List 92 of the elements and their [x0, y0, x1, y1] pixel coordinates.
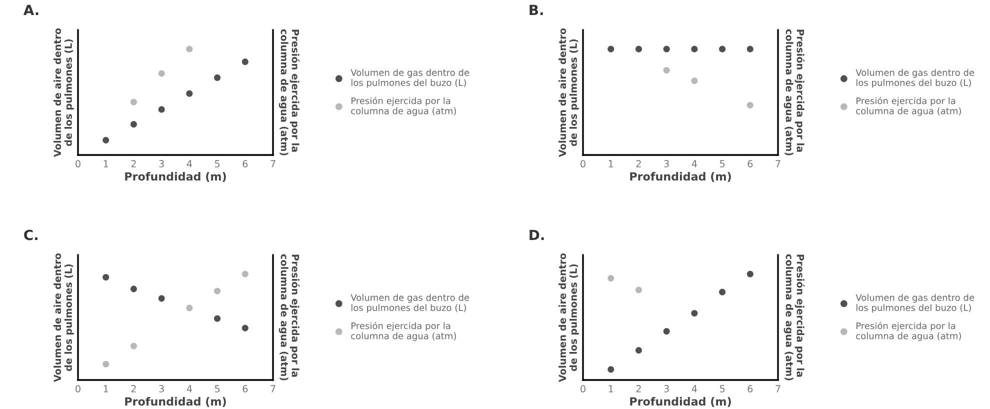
point	[691, 46, 698, 52]
point	[663, 328, 670, 335]
x-tick-label: 3	[159, 385, 164, 392]
point	[214, 315, 221, 322]
point	[608, 275, 614, 282]
legend-label: Presión ejercida por la columna de agua (atm)	[856, 96, 961, 116]
point	[746, 46, 754, 52]
point	[242, 58, 248, 66]
point	[242, 324, 248, 332]
point	[214, 288, 221, 294]
x-tick-label: 2	[131, 160, 136, 168]
x-tick-label: 3	[664, 160, 669, 168]
point	[635, 46, 642, 52]
y-axis-title: Volumen de aire dentro de los pulmones (L)	[54, 28, 74, 158]
point	[746, 102, 754, 109]
legend-label: Presión ejercida por la columna de agua (atm)	[351, 96, 456, 116]
point	[718, 46, 726, 52]
y-axis-title: Volumen de aire dentro de los pulmones (L)	[54, 253, 74, 382]
x-tick-label: 5	[214, 385, 220, 392]
point	[158, 106, 165, 113]
point	[130, 286, 138, 292]
chart-title: B.	[530, 4, 543, 15]
legend-label: Presión ejercida por la columna de agua (atm)	[856, 322, 961, 342]
point	[102, 360, 110, 368]
point	[214, 74, 221, 81]
x-tick-label: 4	[186, 160, 192, 168]
x-tick-label: 0	[580, 385, 586, 392]
x-tick-label: 7	[776, 385, 780, 392]
x-tick-label: 1	[104, 385, 108, 392]
x-tick-label: 0	[76, 160, 80, 168]
point	[158, 70, 165, 77]
x-tick-label: 2	[636, 385, 641, 392]
point	[130, 98, 138, 106]
x-tick-label: 4	[186, 385, 192, 392]
legend-label: Volumen de gas dentro de los pulmones del buzo (L)	[350, 68, 470, 88]
legend-label: Presión ejercida por la columna de agua (atm)	[351, 322, 456, 342]
x-axis-title: Profundidad (m)	[125, 172, 226, 182]
point	[608, 46, 614, 52]
x-tick-label: 0	[580, 160, 586, 168]
point	[242, 270, 248, 278]
point	[158, 295, 165, 302]
point	[102, 274, 110, 281]
x-axis-title: Profundidad (m)	[630, 172, 731, 182]
chart-title: D.	[530, 230, 544, 240]
x-tick-label: 2	[131, 385, 136, 392]
legend-label: Volumen de gas dentro de los pulmones del buzo (L)	[856, 68, 974, 88]
y2-axis-title: Presión ejercida por la columna de agua (atm)	[278, 29, 300, 156]
point	[663, 66, 670, 74]
x-axis-title: Profundidad (m)	[630, 397, 731, 407]
chart-title: C.	[24, 230, 38, 240]
x-axis-title: Profundidad (m)	[125, 397, 226, 407]
x-tick-label: 1	[608, 385, 614, 392]
x-tick-label: 0	[76, 385, 80, 392]
x-tick-label: 4	[692, 160, 697, 168]
point	[102, 136, 110, 144]
point	[130, 120, 138, 128]
point	[186, 304, 193, 312]
point	[635, 347, 642, 354]
x-tick-label: 7	[270, 385, 276, 392]
y-axis-title: Volumen de aire dentro de los pulmones (L)	[558, 28, 579, 158]
y2-axis-title: Presión ejercida por la columna de agua (atm)	[784, 254, 805, 380]
x-tick-label: 6	[242, 160, 248, 168]
y2-axis-title: Presión ejercida por la columna de agua (atm)	[278, 254, 300, 380]
y2-axis-title: Presión ejercida por la columna de agua (atm)	[784, 29, 805, 156]
legend-label: Volumen de gas dentro de los pulmones del buzo (L)	[350, 294, 470, 313]
x-tick-label: 5	[720, 385, 725, 392]
x-tick-label: 1	[608, 160, 614, 168]
point	[718, 288, 726, 296]
x-tick-label: 7	[270, 160, 276, 168]
point	[691, 78, 698, 84]
chart-title: A.	[23, 4, 38, 15]
x-tick-label: 1	[104, 160, 108, 168]
point	[746, 270, 754, 278]
point	[608, 366, 614, 373]
x-tick-label: 6	[748, 160, 753, 168]
y-axis-title: Volumen de aire dentro de los pulmones (L)	[558, 253, 579, 382]
x-tick-label: 3	[664, 385, 669, 392]
x-tick-label: 6	[242, 385, 248, 392]
x-tick-label: 4	[692, 385, 697, 392]
x-tick-label: 7	[776, 160, 780, 168]
x-tick-label: 5	[720, 160, 725, 168]
point	[186, 90, 193, 97]
x-tick-label: 2	[636, 160, 641, 168]
point	[663, 46, 670, 52]
legend-label: Volumen de gas dentro de los pulmones del buzo (L)	[856, 294, 974, 313]
point	[130, 342, 138, 350]
x-tick-label: 3	[159, 160, 164, 168]
x-tick-label: 5	[214, 160, 220, 168]
point	[691, 310, 698, 317]
point	[635, 286, 642, 294]
point	[186, 46, 193, 52]
x-tick-label: 6	[748, 385, 753, 392]
